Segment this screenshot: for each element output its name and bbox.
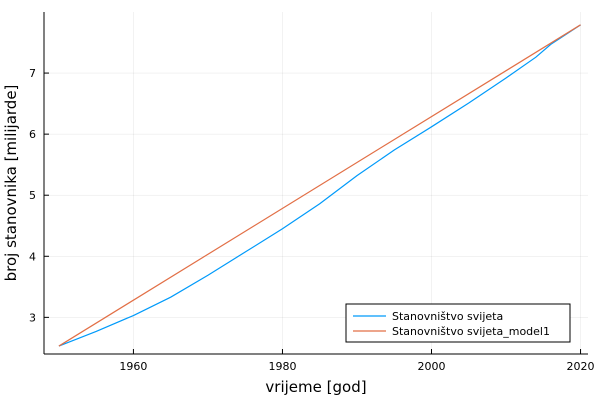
x-axis-label: vrijeme [god] bbox=[265, 378, 366, 396]
grid bbox=[44, 12, 588, 354]
legend-entry-1: Stanovništvo svijeta bbox=[392, 310, 503, 323]
x-tick-label-1960: 1960 bbox=[119, 360, 147, 373]
y-tick-label-4: 4 bbox=[29, 250, 36, 263]
legend: Stanovništvo svijeta Stanovništvo svijeta… bbox=[345, 303, 571, 343]
axes bbox=[43, 12, 588, 355]
y-tick-label-6: 6 bbox=[29, 128, 36, 141]
y-tick-label-3: 3 bbox=[29, 311, 36, 324]
x-tick-label-2000: 2000 bbox=[418, 360, 446, 373]
y-tick-label-7: 7 bbox=[29, 67, 36, 80]
y-axis-label: broj stanovnika [milijarde] bbox=[2, 85, 20, 282]
legend-box bbox=[345, 303, 571, 343]
y-tick-label-5: 5 bbox=[29, 189, 36, 202]
series-line-1 bbox=[58, 24, 581, 347]
tick-labels: 1960 1980 2000 2020 3 4 5 6 7 bbox=[29, 67, 595, 373]
series-line-2 bbox=[58, 24, 581, 347]
x-tick-label-1980: 1980 bbox=[268, 360, 296, 373]
series-lines bbox=[58, 24, 581, 347]
x-tick-label-2020: 2020 bbox=[567, 360, 595, 373]
legend-entry-2: Stanovništvo svijeta_model1 bbox=[392, 325, 550, 338]
